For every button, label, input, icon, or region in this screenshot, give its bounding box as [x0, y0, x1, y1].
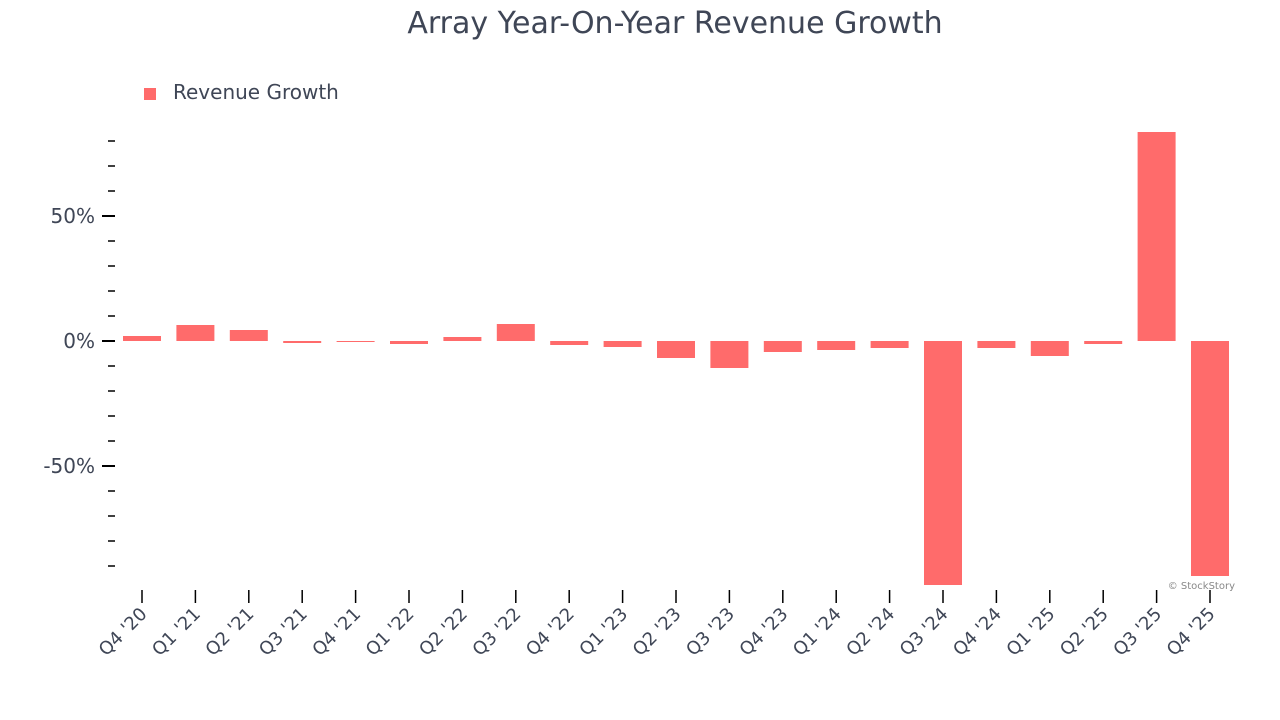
bar-q3-21 — [283, 341, 322, 343]
bar-q3-25 — [1137, 132, 1176, 341]
bar-q4-22 — [550, 341, 589, 345]
legend-label[interactable]: Revenue Growth — [173, 80, 339, 104]
x-tick-label: Q2 '23 — [629, 604, 686, 661]
x-tick-label: Q1 '24 — [789, 604, 846, 661]
x-tick-label: Q1 '21 — [148, 604, 205, 661]
legend-swatch — [144, 88, 156, 100]
bar-q1-25 — [1030, 341, 1069, 356]
x-tick-label: Q1 '23 — [575, 604, 632, 661]
x-tick-label: Q2 '22 — [415, 604, 472, 661]
x-tick-label: Q1 '22 — [362, 604, 419, 661]
x-tick-label: Q2 '25 — [1056, 604, 1113, 661]
x-tick-label: Q4 '22 — [522, 604, 579, 661]
bar-q2-22 — [443, 337, 482, 341]
bar-q3-24 — [924, 341, 962, 585]
y-tick-label: 50% — [51, 204, 95, 228]
bar-q4-23 — [763, 341, 802, 352]
x-tick-label: Q3 '25 — [1109, 604, 1166, 661]
x-tick-label: Q3 '23 — [682, 604, 739, 661]
x-tick-label: Q1 '25 — [1003, 604, 1060, 661]
bar-q3-23 — [710, 341, 749, 368]
y-tick-label: 0% — [63, 329, 95, 353]
x-tick-label: Q2 '24 — [842, 604, 899, 661]
x-tick-label: Q4 '23 — [736, 604, 793, 661]
bar-q1-24 — [817, 341, 856, 350]
bar-q2-24 — [870, 341, 909, 348]
x-tick-label: Q3 '24 — [896, 604, 953, 661]
x-tick-label: Q4 '21 — [308, 604, 365, 661]
chart-title: Array Year-On-Year Revenue Growth — [407, 6, 942, 41]
x-tick-label: Q4 '20 — [95, 604, 152, 661]
bar-q1-21 — [176, 325, 215, 341]
bar-q3-22 — [496, 324, 535, 341]
bar-q2-21 — [229, 330, 268, 341]
x-tick-label: Q2 '21 — [202, 604, 259, 661]
y-tick-label: -50% — [43, 454, 95, 478]
bar-q4-25 — [1191, 341, 1229, 576]
bar-q2-25 — [1084, 341, 1123, 344]
bar-q4-20 — [123, 336, 161, 341]
bar-q4-24 — [977, 341, 1016, 348]
watermark: © StockStory — [1168, 581, 1235, 592]
bar-q4-21 — [336, 341, 375, 342]
x-tick-label: Q4 '24 — [949, 604, 1006, 661]
x-tick-label: Q3 '22 — [469, 604, 526, 661]
bar-q2-23 — [657, 341, 695, 358]
bar-q1-23 — [603, 341, 642, 347]
x-tick-label: Q3 '21 — [255, 604, 312, 661]
x-tick-label: Q4 '25 — [1163, 604, 1220, 661]
bar-q1-22 — [390, 341, 428, 344]
